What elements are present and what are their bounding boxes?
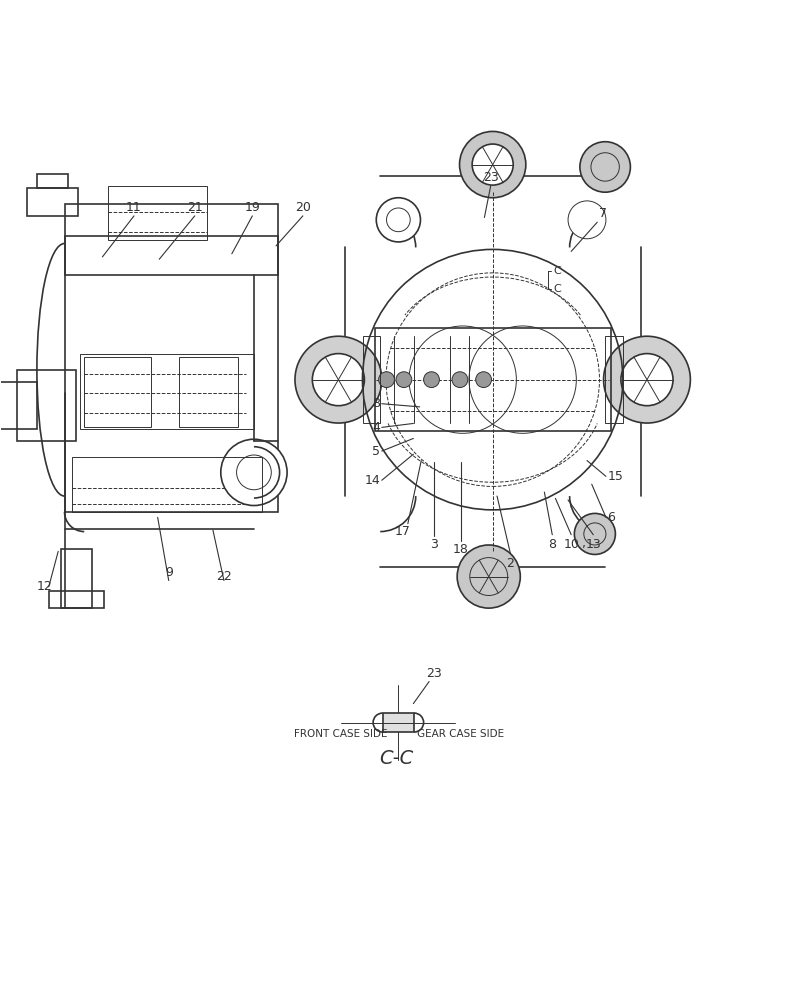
Text: 8: 8 [372,397,380,410]
Bar [49,591,104,608]
Text: 4: 4 [372,421,380,434]
Circle shape [379,372,394,388]
Circle shape [312,354,364,406]
Circle shape [424,372,440,388]
Circle shape [459,131,526,198]
Bar [64,236,278,512]
Text: FRONT CASE SIDE: FRONT CASE SIDE [294,729,387,739]
Bar [72,457,262,512]
Bar [179,357,238,427]
Text: 20: 20 [295,201,310,214]
Circle shape [621,354,673,406]
Circle shape [476,372,492,388]
Text: 7: 7 [599,207,607,220]
Text: 6: 6 [607,511,615,524]
Text: 3: 3 [430,538,438,551]
Text: 8: 8 [548,538,556,551]
Circle shape [604,336,691,423]
Bar [84,357,151,427]
Circle shape [221,439,287,506]
Bar [383,713,414,732]
Bar [37,174,68,188]
Bar [80,354,254,429]
Text: 18: 18 [453,543,469,556]
Circle shape [452,372,468,388]
Circle shape [472,144,513,185]
Text: 13: 13 [585,538,601,551]
Circle shape [580,142,630,192]
Text: 17: 17 [394,525,410,538]
Bar [60,549,92,608]
Text: ,: , [582,537,586,550]
Circle shape [376,198,421,242]
Text: 21: 21 [187,201,203,214]
Bar [363,336,380,423]
Text: 5: 5 [372,445,380,458]
Text: GEAR CASE SIDE: GEAR CASE SIDE [417,729,505,739]
Text: 11: 11 [126,201,142,214]
Bar [0,382,37,429]
Text: 23: 23 [426,667,442,680]
Text: C: C [554,284,562,294]
Bar [17,370,76,441]
Circle shape [396,372,412,388]
Text: 2: 2 [507,557,514,570]
Circle shape [568,201,606,239]
Text: 22: 22 [216,570,232,583]
Bar [64,204,278,275]
Text: 23: 23 [483,171,499,184]
Bar [27,188,78,216]
Bar [108,186,207,240]
Text: 10: 10 [563,538,579,551]
Text: C: C [554,266,562,276]
Bar [605,336,623,423]
Circle shape [295,336,382,423]
Circle shape [574,513,615,554]
Text: 12: 12 [37,580,53,593]
Circle shape [457,545,520,608]
Text: 15: 15 [607,470,623,483]
Text: C-C: C-C [379,749,413,768]
Bar [375,328,611,431]
Text: 14: 14 [364,474,380,487]
Text: 19: 19 [245,201,261,214]
Text: 9: 9 [165,566,173,579]
